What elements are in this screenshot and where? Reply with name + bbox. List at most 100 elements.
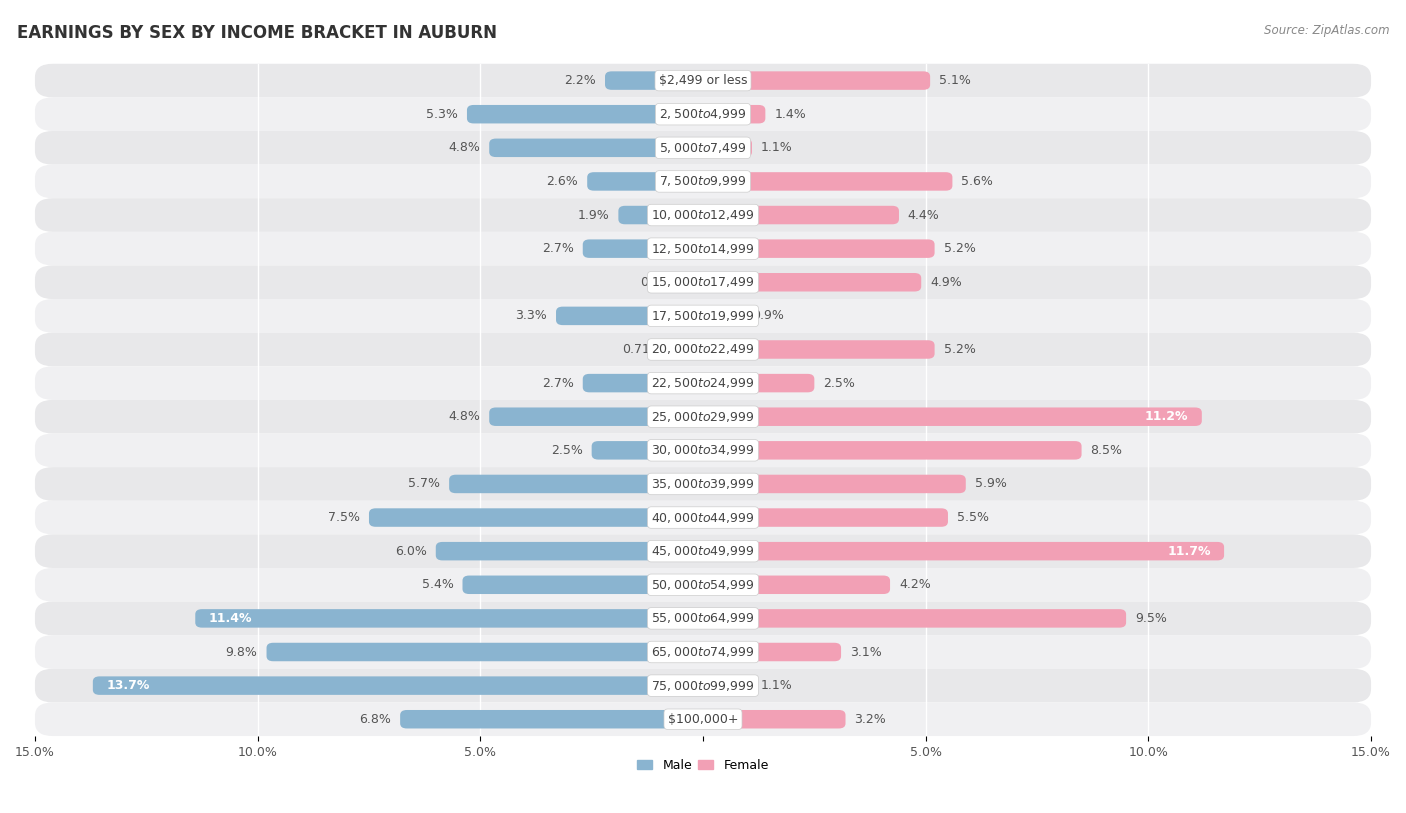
Text: $75,000 to $99,999: $75,000 to $99,999 bbox=[651, 679, 755, 693]
FancyBboxPatch shape bbox=[35, 333, 1371, 367]
Text: 11.2%: 11.2% bbox=[1144, 411, 1188, 424]
FancyBboxPatch shape bbox=[93, 676, 703, 695]
Text: 4.9%: 4.9% bbox=[931, 276, 962, 289]
Text: 11.4%: 11.4% bbox=[208, 612, 252, 625]
Text: 6.8%: 6.8% bbox=[360, 713, 391, 726]
Text: 3.1%: 3.1% bbox=[851, 646, 882, 659]
FancyBboxPatch shape bbox=[703, 643, 841, 661]
FancyBboxPatch shape bbox=[35, 63, 1371, 98]
FancyBboxPatch shape bbox=[681, 273, 703, 292]
FancyBboxPatch shape bbox=[703, 475, 966, 493]
FancyBboxPatch shape bbox=[672, 341, 703, 359]
Text: 2.2%: 2.2% bbox=[564, 74, 596, 87]
FancyBboxPatch shape bbox=[449, 475, 703, 493]
FancyBboxPatch shape bbox=[703, 307, 744, 325]
FancyBboxPatch shape bbox=[582, 374, 703, 393]
Text: 1.4%: 1.4% bbox=[775, 107, 806, 120]
Text: $20,000 to $22,499: $20,000 to $22,499 bbox=[651, 342, 755, 356]
Legend: Male, Female: Male, Female bbox=[633, 754, 773, 777]
Text: 0.71%: 0.71% bbox=[623, 343, 662, 356]
Text: 9.5%: 9.5% bbox=[1135, 612, 1167, 625]
Text: 5.9%: 5.9% bbox=[974, 477, 1007, 490]
FancyBboxPatch shape bbox=[605, 72, 703, 89]
Text: 5.2%: 5.2% bbox=[943, 343, 976, 356]
FancyBboxPatch shape bbox=[588, 172, 703, 191]
Text: $55,000 to $64,999: $55,000 to $64,999 bbox=[651, 611, 755, 625]
FancyBboxPatch shape bbox=[703, 576, 890, 594]
FancyBboxPatch shape bbox=[703, 105, 765, 124]
Text: 4.8%: 4.8% bbox=[449, 141, 481, 154]
Text: $12,500 to $14,999: $12,500 to $14,999 bbox=[651, 241, 755, 255]
FancyBboxPatch shape bbox=[619, 206, 703, 224]
FancyBboxPatch shape bbox=[703, 609, 1126, 628]
FancyBboxPatch shape bbox=[582, 239, 703, 258]
FancyBboxPatch shape bbox=[35, 467, 1371, 501]
Text: 2.5%: 2.5% bbox=[551, 444, 582, 457]
Text: 8.5%: 8.5% bbox=[1091, 444, 1122, 457]
Text: EARNINGS BY SEX BY INCOME BRACKET IN AUBURN: EARNINGS BY SEX BY INCOME BRACKET IN AUB… bbox=[17, 24, 496, 42]
FancyBboxPatch shape bbox=[368, 508, 703, 527]
FancyBboxPatch shape bbox=[35, 299, 1371, 333]
Text: 5.1%: 5.1% bbox=[939, 74, 972, 87]
FancyBboxPatch shape bbox=[35, 602, 1371, 635]
Text: $25,000 to $29,999: $25,000 to $29,999 bbox=[651, 410, 755, 424]
FancyBboxPatch shape bbox=[489, 407, 703, 426]
Text: 5.6%: 5.6% bbox=[962, 175, 993, 188]
FancyBboxPatch shape bbox=[35, 702, 1371, 736]
FancyBboxPatch shape bbox=[703, 239, 935, 258]
FancyBboxPatch shape bbox=[703, 72, 931, 89]
Text: 1.1%: 1.1% bbox=[761, 679, 793, 692]
FancyBboxPatch shape bbox=[703, 407, 1202, 426]
FancyBboxPatch shape bbox=[35, 568, 1371, 602]
Text: 5.5%: 5.5% bbox=[957, 511, 988, 524]
Text: 0.9%: 0.9% bbox=[752, 310, 785, 323]
FancyBboxPatch shape bbox=[35, 367, 1371, 400]
FancyBboxPatch shape bbox=[35, 232, 1371, 266]
Text: 2.6%: 2.6% bbox=[547, 175, 578, 188]
Text: 4.2%: 4.2% bbox=[898, 578, 931, 591]
FancyBboxPatch shape bbox=[592, 441, 703, 459]
FancyBboxPatch shape bbox=[35, 635, 1371, 669]
FancyBboxPatch shape bbox=[35, 131, 1371, 164]
FancyBboxPatch shape bbox=[401, 710, 703, 728]
FancyBboxPatch shape bbox=[703, 374, 814, 393]
FancyBboxPatch shape bbox=[436, 542, 703, 560]
Text: $17,500 to $19,999: $17,500 to $19,999 bbox=[651, 309, 755, 323]
FancyBboxPatch shape bbox=[703, 206, 898, 224]
Text: 2.7%: 2.7% bbox=[541, 242, 574, 255]
Text: 11.7%: 11.7% bbox=[1167, 545, 1211, 558]
FancyBboxPatch shape bbox=[489, 138, 703, 157]
FancyBboxPatch shape bbox=[703, 710, 845, 728]
Text: $65,000 to $74,999: $65,000 to $74,999 bbox=[651, 645, 755, 659]
FancyBboxPatch shape bbox=[463, 576, 703, 594]
FancyBboxPatch shape bbox=[35, 198, 1371, 232]
FancyBboxPatch shape bbox=[35, 164, 1371, 198]
Text: 5.7%: 5.7% bbox=[408, 477, 440, 490]
Text: $2,500 to $4,999: $2,500 to $4,999 bbox=[659, 107, 747, 121]
FancyBboxPatch shape bbox=[195, 609, 703, 628]
FancyBboxPatch shape bbox=[703, 273, 921, 292]
Text: $22,500 to $24,999: $22,500 to $24,999 bbox=[651, 376, 755, 390]
Text: 7.5%: 7.5% bbox=[328, 511, 360, 524]
Text: $45,000 to $49,999: $45,000 to $49,999 bbox=[651, 544, 755, 559]
FancyBboxPatch shape bbox=[35, 400, 1371, 433]
FancyBboxPatch shape bbox=[703, 508, 948, 527]
FancyBboxPatch shape bbox=[703, 676, 752, 695]
Text: $35,000 to $39,999: $35,000 to $39,999 bbox=[651, 477, 755, 491]
FancyBboxPatch shape bbox=[267, 643, 703, 661]
Text: $30,000 to $34,999: $30,000 to $34,999 bbox=[651, 443, 755, 458]
Text: 3.3%: 3.3% bbox=[516, 310, 547, 323]
FancyBboxPatch shape bbox=[555, 307, 703, 325]
Text: 5.3%: 5.3% bbox=[426, 107, 458, 120]
Text: 9.8%: 9.8% bbox=[226, 646, 257, 659]
Text: 4.4%: 4.4% bbox=[908, 209, 939, 221]
Text: 4.8%: 4.8% bbox=[449, 411, 481, 424]
Text: $100,000+: $100,000+ bbox=[668, 713, 738, 726]
FancyBboxPatch shape bbox=[35, 534, 1371, 568]
Text: 2.7%: 2.7% bbox=[541, 376, 574, 389]
FancyBboxPatch shape bbox=[703, 441, 1081, 459]
Text: Source: ZipAtlas.com: Source: ZipAtlas.com bbox=[1264, 24, 1389, 37]
Text: $10,000 to $12,499: $10,000 to $12,499 bbox=[651, 208, 755, 222]
FancyBboxPatch shape bbox=[703, 341, 935, 359]
Text: $50,000 to $54,999: $50,000 to $54,999 bbox=[651, 578, 755, 592]
